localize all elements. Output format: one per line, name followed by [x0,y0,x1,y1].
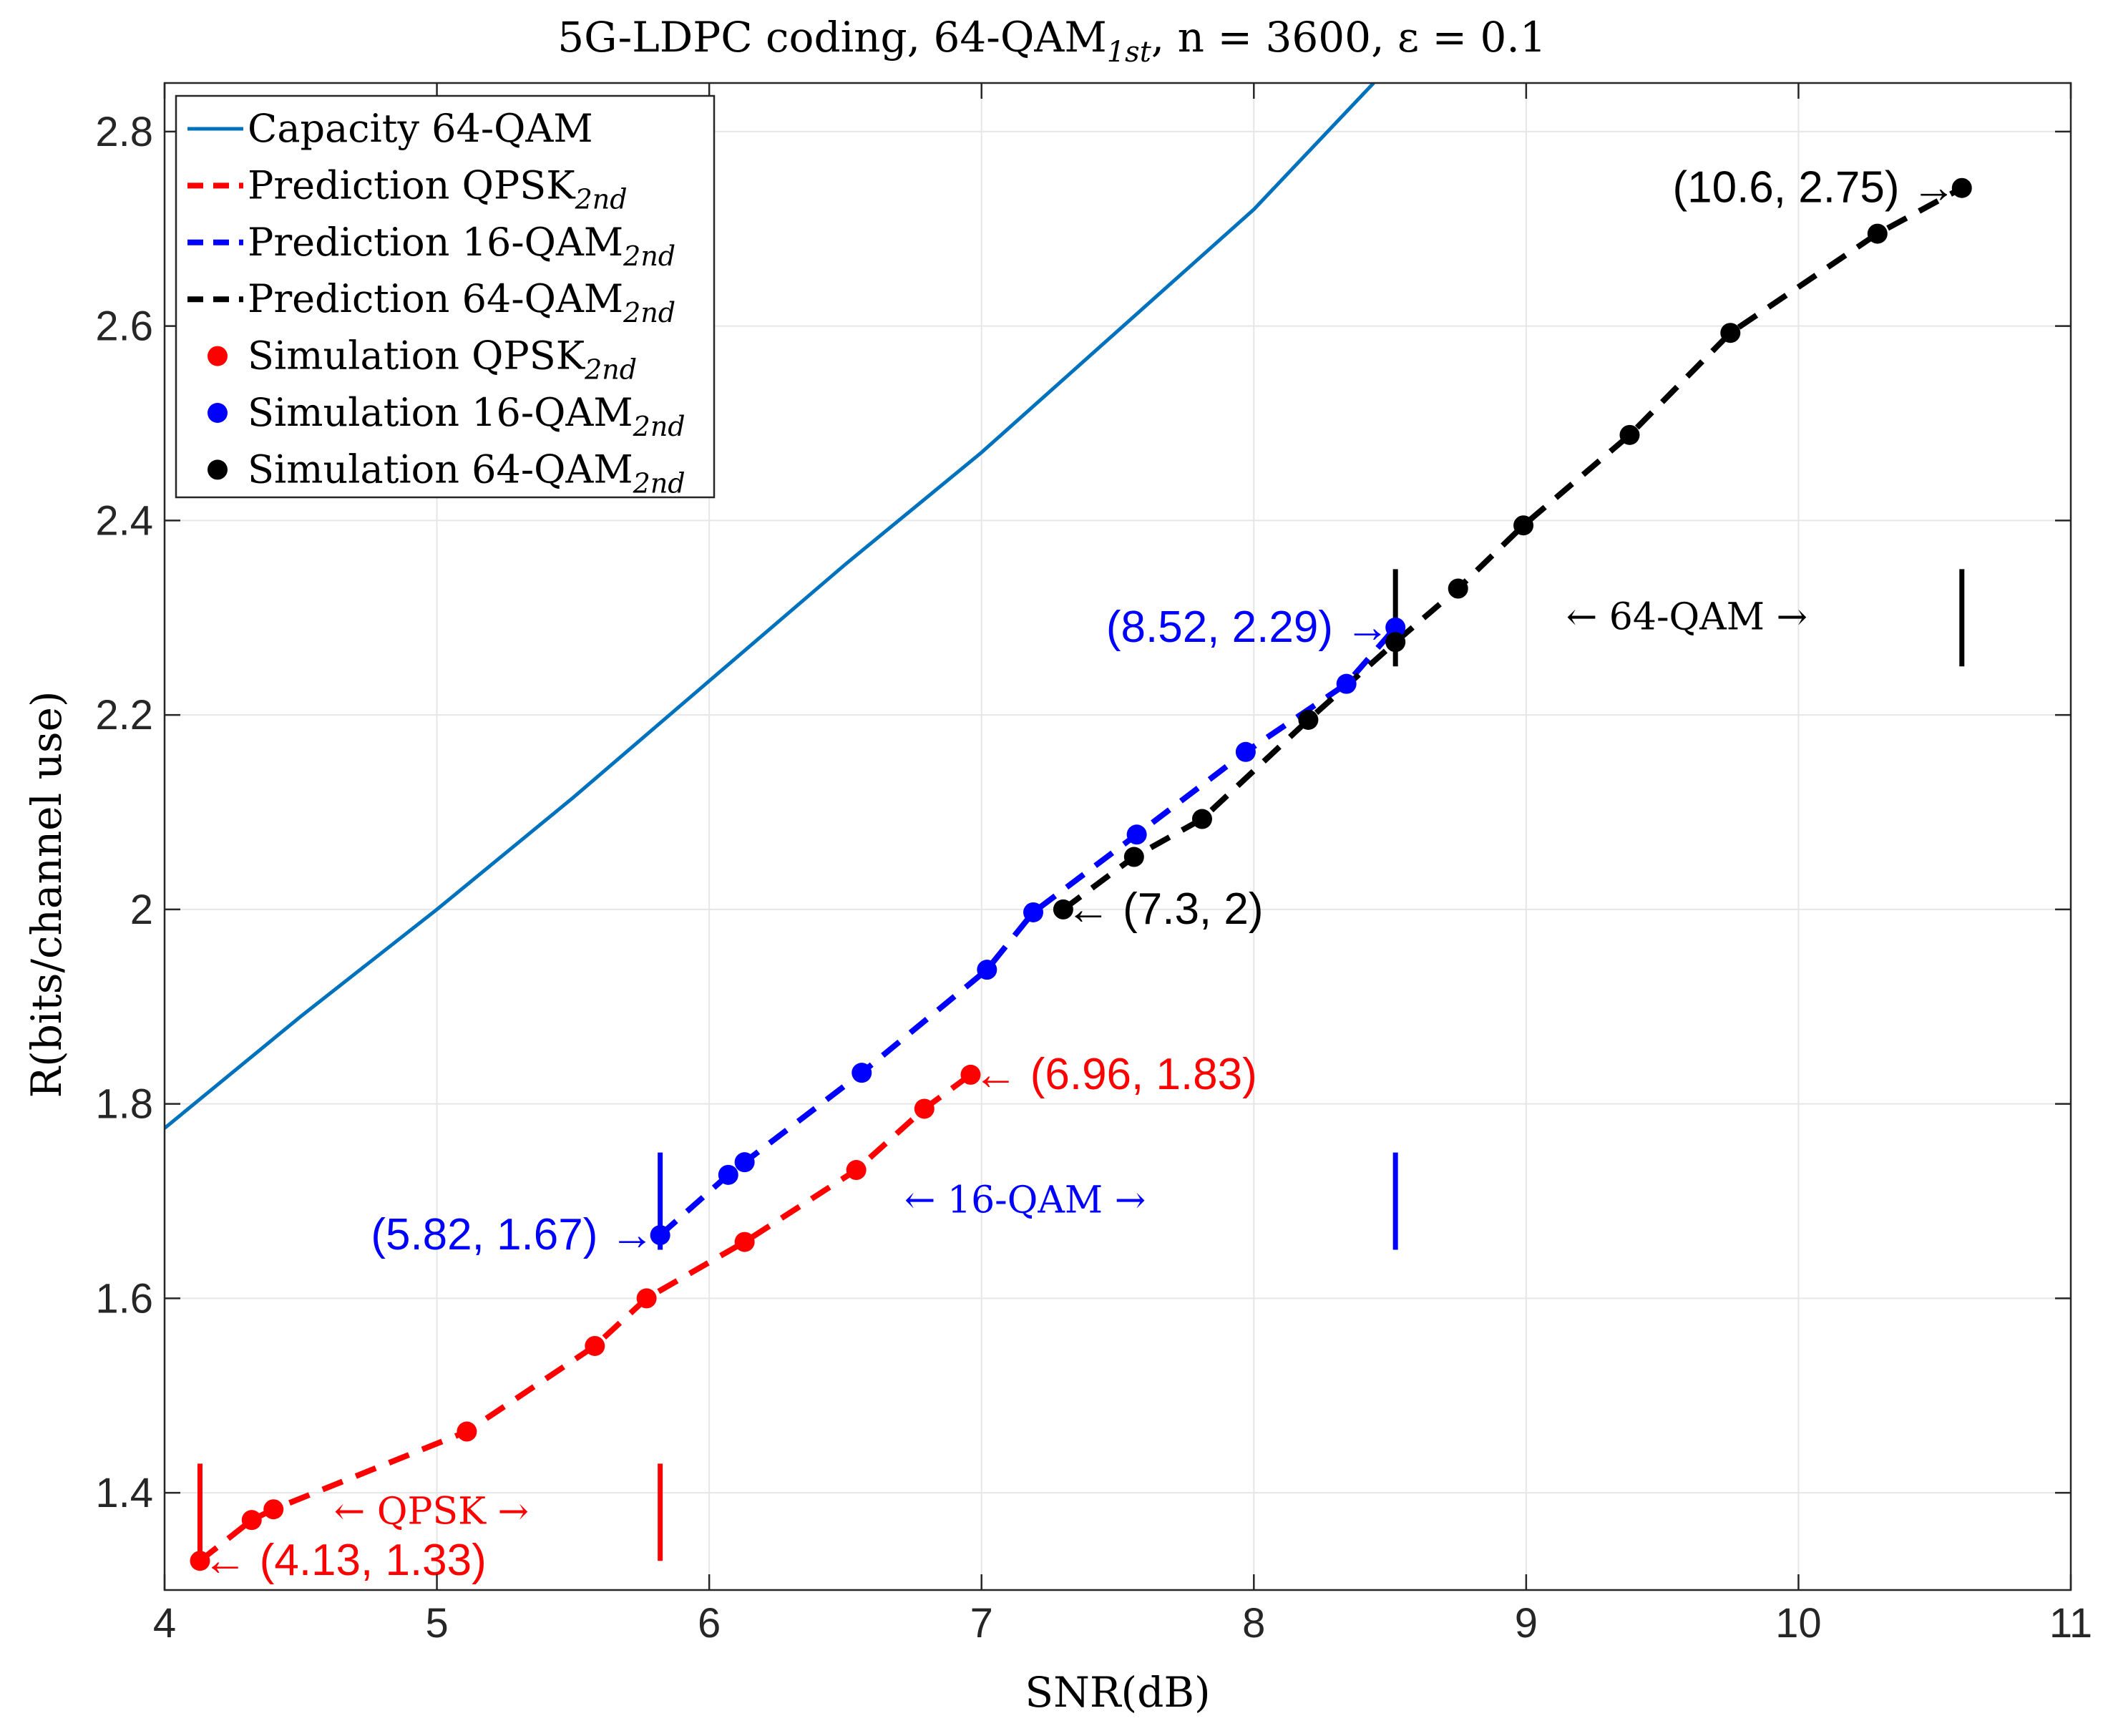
data-point-qpsk [914,1098,935,1119]
legend-marker-qam64 [208,459,228,480]
legend-label-name: Prediction 16-QAM [248,220,623,265]
x-tick-label: 9 [1515,1600,1538,1647]
legend-box [175,94,716,499]
legend-label: Capacity 64-QAM [248,106,593,151]
legend-label-subscript: 2nd [623,240,675,272]
data-point-qam64 [1053,899,1073,920]
x-axis-label: SNR(dB) [1025,1668,1210,1717]
data-point-qam64 [1191,809,1212,829]
region-label-qam64: ← 64-QAM → [1566,595,1807,638]
axis-ticks: 4 5 6 7 8 9 10 11 1.4 1.6 1.8 2 2.2 2.4 2.6 2.8 [95,83,2092,1647]
x-tick-label: 4 [153,1600,176,1647]
legend-label: Prediction QPSK2nd [248,162,628,215]
point-annotation: ← (6.96, 1.83) [973,1050,1257,1099]
data-point-qam16 [977,960,997,980]
data-point-qpsk [734,1232,755,1252]
series-line-capacity-64-qam [165,83,1375,1130]
y-tick-label: 2.8 [95,109,153,155]
data-point-qam16 [1235,741,1256,762]
data-point-qpsk [636,1288,657,1309]
legend-label-name: Prediction 64-QAM [248,276,623,321]
point-annotation: ← (4.13, 1.33) [203,1536,486,1585]
legend-label-name: Simulation 16-QAM [248,390,633,435]
point-annotation: (10.6, 2.75) → [1672,163,1956,213]
data-point-qam16 [650,1225,670,1246]
data-point-qam16 [734,1152,755,1173]
legend-label: Simulation 16-QAM2nd [248,390,685,442]
legend-label-name: Prediction QPSK [248,162,576,208]
legend-label-subscript: 2nd [575,183,628,215]
data-point-qam16 [1336,673,1357,694]
data-point-qam64 [1513,515,1534,536]
legend-label-subscript: 2nd [633,411,685,442]
data-point-qam64 [1619,424,1640,445]
data-point-qam16 [1385,617,1406,638]
x-tick-label: 11 [2049,1600,2092,1647]
y-tick-label: 2 [130,887,153,933]
region-label-qam16: ← 16-QAM → [904,1179,1146,1222]
legend-marker-qpsk [208,346,228,366]
y-tick-label: 2.6 [95,303,153,350]
region-markers: ← QPSK → ← 16-QAM → ← 64-QAM → [197,569,1965,1561]
data-point-qam16 [1126,824,1147,845]
y-tick-label: 1.6 [95,1275,153,1322]
x-tick-label: 8 [1242,1600,1265,1647]
data-point-qpsk [585,1335,605,1356]
data-point-qpsk [960,1064,981,1085]
chart-title: 5G-LDPC coding, 64-QAM1st, n = 3600, ε =… [557,13,1546,69]
data-point-qam16 [1023,902,1044,922]
data-point-qam64 [1720,323,1741,343]
series-line-prediction-qpsk [198,1072,972,1564]
data-point-qam64 [1123,847,1144,867]
data-point-qam64 [1951,177,1972,198]
legend-label-subscript: 2nd [633,467,685,499]
data-point-qam64 [1298,709,1319,730]
y-tick-label: 1.8 [95,1081,153,1128]
data-point-qam64 [1448,578,1468,599]
legend-marker-qam16 [208,403,228,423]
data-point-qpsk [263,1499,284,1520]
data-point-qam16 [718,1164,738,1185]
legend-label-name: Simulation 64-QAM [248,447,633,492]
x-tick-label: 6 [698,1600,721,1647]
data-point-qpsk [457,1421,477,1442]
data-point-qam64 [1385,632,1406,653]
annotations: ← (4.13, 1.33) ← (6.96, 1.83) (5.82, 1.67)… [203,163,1956,1585]
point-annotation: (5.82, 1.67) → [371,1210,654,1259]
data-point-qpsk [241,1510,262,1531]
point-annotation: (8.52, 2.29) → [1106,603,1390,652]
data-point-qpsk [190,1551,210,1571]
legend-label: Simulation 64-QAM2nd [248,447,685,499]
y-tick-label: 1.4 [95,1470,153,1516]
legend-label: Prediction 16-QAM2nd [248,220,675,272]
legend-label: Prediction 64-QAM2nd [248,276,675,328]
y-axis-label: R(bits/channel use) [22,691,71,1098]
legend-label-subscript: 2nd [623,297,675,328]
x-tick-label: 5 [425,1600,448,1647]
x-tick-label: 10 [1775,1600,1822,1647]
legend-label: Simulation QPSK2nd [248,333,637,386]
x-tick-label: 7 [970,1600,993,1647]
data-point-qam16 [852,1063,872,1083]
legend-label-name: Capacity 64-QAM [248,106,593,151]
y-tick-label: 2.2 [95,692,153,738]
legend-label-name: Simulation QPSK [248,333,586,379]
legend-label-subscript: 2nd [584,354,637,386]
plot-frame [163,82,2072,1591]
data-point-qam64 [1867,223,1888,244]
y-tick-label: 2.4 [95,497,153,544]
data-point-qpsk [846,1160,867,1181]
marker-layer [190,177,1972,1571]
region-label-qpsk: ← QPSK → [334,1490,529,1533]
point-annotation: ← (7.3, 2) [1066,884,1264,934]
